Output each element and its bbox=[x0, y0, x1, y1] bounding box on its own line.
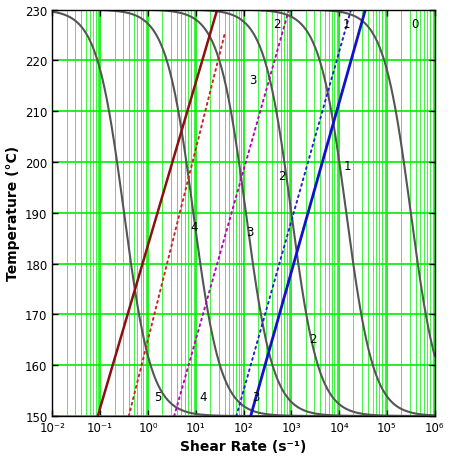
Text: 3: 3 bbox=[246, 226, 253, 239]
Text: 2: 2 bbox=[278, 170, 285, 183]
Y-axis label: Temperature (°C): Temperature (°C) bbox=[5, 146, 19, 281]
Text: 1: 1 bbox=[344, 160, 351, 173]
Text: 2: 2 bbox=[310, 332, 317, 345]
Text: 2: 2 bbox=[273, 18, 281, 31]
Text: 0: 0 bbox=[411, 18, 418, 31]
Text: 5: 5 bbox=[153, 391, 161, 403]
X-axis label: Shear Rate (s⁻¹): Shear Rate (s⁻¹) bbox=[180, 439, 307, 453]
Text: 1: 1 bbox=[343, 18, 351, 31]
Text: 3: 3 bbox=[249, 73, 256, 87]
Text: 4: 4 bbox=[199, 391, 207, 403]
Text: 4: 4 bbox=[190, 221, 198, 234]
Text: 3: 3 bbox=[252, 391, 260, 403]
